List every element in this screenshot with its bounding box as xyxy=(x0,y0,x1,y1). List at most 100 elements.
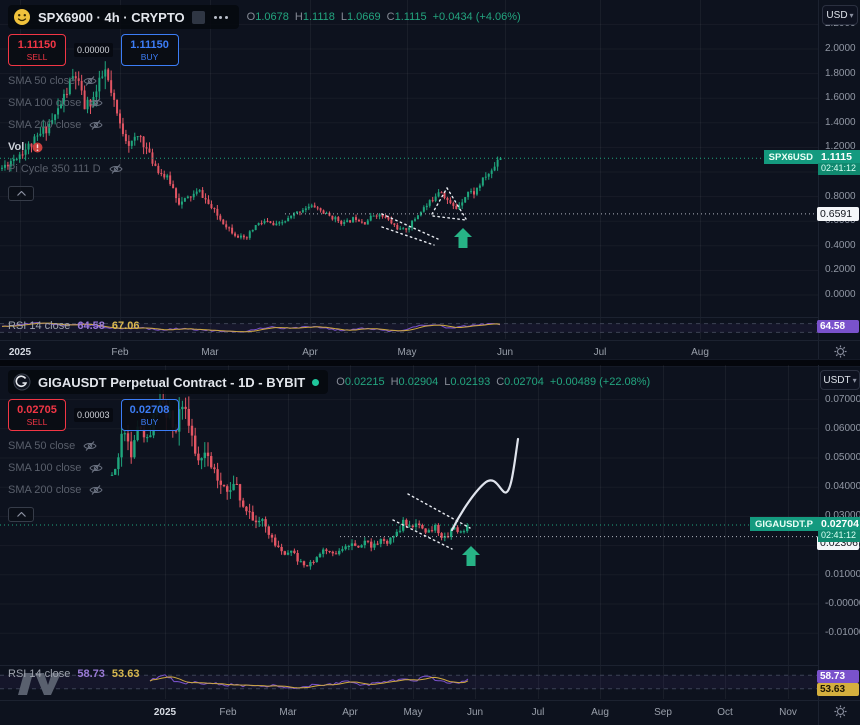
drawing-annotations xyxy=(392,437,520,566)
indicator-label: SMA 50 close xyxy=(8,440,76,452)
price-tick-label: 0.4000 xyxy=(825,239,856,251)
month-label: May xyxy=(403,707,423,718)
eye-off-icon[interactable] xyxy=(89,119,103,131)
month-label: Mar xyxy=(279,707,297,718)
indicator-label: SMA 100 close xyxy=(8,97,82,109)
up-arrow-marker xyxy=(454,228,472,248)
sell-button[interactable]: 1.11150 SELL xyxy=(8,34,66,66)
tradingview-logo xyxy=(18,673,61,695)
rsi-ma-value: 53.63 xyxy=(111,668,140,680)
indicator-row[interactable]: SMA 200 close xyxy=(8,114,521,136)
month-label: Feb xyxy=(219,707,237,718)
symbol-pill[interactable]: GIGAUSDT Perpetual Contract - 1D - BYBIT xyxy=(8,370,329,394)
rsi-label: RSI 14 close xyxy=(8,668,71,680)
badge-symbol: GIGAUSDT.P xyxy=(749,517,818,532)
panel-divider[interactable] xyxy=(0,359,860,367)
change-readout: +0.0434 (+4.06%) xyxy=(432,11,521,23)
indicator-row[interactable]: SMA 100 close xyxy=(8,92,521,114)
time-axis-settings-icon[interactable] xyxy=(834,345,847,358)
price-tick-label: 0.2000 xyxy=(825,264,856,276)
month-label: Jun xyxy=(466,707,484,718)
eye-off-icon[interactable] xyxy=(108,163,123,175)
month-label: 2025 xyxy=(8,347,32,358)
rsi-axis-badge: 64.58 xyxy=(817,320,859,333)
spread-value: 0.00000 xyxy=(74,43,113,57)
indicator-label: SMA 50 close xyxy=(8,75,76,87)
month-label: Jun xyxy=(496,347,514,358)
price-axis[interactable]: USD▾ 2.20002.00001.80001.60001.40001.200… xyxy=(818,0,860,359)
month-label: Feb xyxy=(111,347,129,358)
month-label: Nov xyxy=(779,707,797,718)
rsi-value: 58.73 xyxy=(77,668,105,680)
rsi-legend[interactable]: RSI 14 close 58.73 53.63 xyxy=(8,668,139,680)
month-label: Aug xyxy=(591,707,609,718)
currency-toggle-button[interactable]: USD ▾ xyxy=(822,5,858,25)
month-label: Oct xyxy=(717,707,733,718)
eye-off-icon[interactable] xyxy=(83,440,97,452)
indicator-label: SMA 100 close xyxy=(8,462,82,474)
time-axis[interactable]: 2025 Feb Mar Apr May Jun Jul Aug Sep Oct Nov xyxy=(0,700,860,725)
month-label: Sep xyxy=(654,707,672,718)
alert-icon[interactable] xyxy=(32,142,43,153)
month-label: Apr xyxy=(302,347,318,358)
symbol-pill[interactable]: SPX6900 · 4h · CRYPTO xyxy=(8,5,239,29)
symbol-title[interactable]: SPX6900 · 4h · CRYPTO xyxy=(38,9,185,25)
eye-off-icon[interactable] xyxy=(89,484,103,496)
rsi-ma-axis-badge: 53.63 xyxy=(817,683,859,696)
price-tick-label: 0.07000 xyxy=(825,393,860,405)
time-axis[interactable]: 2025 Feb Mar Apr May Jun Jul Aug xyxy=(0,340,860,359)
indicator-row[interactable]: Pi Cycle 350 111 D xyxy=(8,158,521,180)
eye-off-icon[interactable] xyxy=(89,97,103,109)
month-label: Mar xyxy=(201,347,219,358)
price-tick-label: 0.01000 xyxy=(825,568,860,580)
price-tick-label: 0.06000 xyxy=(825,422,860,434)
indicator-row[interactable]: SMA 50 close xyxy=(8,70,521,92)
indicator-row[interactable]: SMA 50 close xyxy=(8,435,650,457)
eye-off-icon[interactable] xyxy=(83,75,97,87)
chevron-down-icon: ▾ xyxy=(849,10,854,20)
rsi-legend[interactable]: RSI 14 close 64.58 67.06 xyxy=(8,320,139,332)
price-tick-label: 0.04000 xyxy=(825,481,860,493)
indicator-row[interactable]: SMA 200 close xyxy=(8,479,650,501)
currency-toggle-button[interactable]: USDT ▾ xyxy=(820,370,860,390)
buy-button[interactable]: 1.11150 BUY xyxy=(120,34,179,66)
price-tick-label: 1.6000 xyxy=(825,92,856,104)
badge-price: 1.1115 xyxy=(818,150,860,164)
month-label: 2025 xyxy=(153,707,177,718)
indicator-label: Pi Cycle 350 111 D xyxy=(8,163,101,175)
chevron-up-icon xyxy=(16,191,26,196)
collapse-legend-button[interactable] xyxy=(8,186,34,201)
chevron-up-icon xyxy=(16,512,26,517)
last-price-badge: GIGAUSDT.P 0.02704 02:41:12 xyxy=(749,517,860,543)
indicator-row[interactable]: SMA 100 close xyxy=(8,457,650,479)
indicator-row[interactable]: Vol xyxy=(8,136,521,158)
price-chart-canvas[interactable] xyxy=(0,365,818,700)
price-tick-label: 2.0000 xyxy=(825,43,856,54)
drawing-annotations xyxy=(381,187,472,248)
collapse-legend-button[interactable] xyxy=(8,507,34,522)
ohlc-readout: O1.0678 H1.1118 L1.0669 C1.1115 +0.0434 … xyxy=(246,11,521,23)
buy-button[interactable]: 0.02708 BUY xyxy=(120,399,179,431)
eye-off-icon[interactable] xyxy=(89,462,103,474)
up-arrow-marker xyxy=(462,546,480,566)
chevron-down-icon: ▾ xyxy=(852,375,857,385)
symbol-title[interactable]: GIGAUSDT Perpetual Contract - 1D - BYBIT xyxy=(38,374,306,390)
last-price-badge: SPX6USD 1.1115 02:41:12 xyxy=(763,150,860,176)
legend-action-icon[interactable] xyxy=(191,10,205,24)
rsi-label: RSI 14 close xyxy=(8,320,71,332)
month-label: Jul xyxy=(593,347,607,358)
sell-button[interactable]: 0.02705 SELL xyxy=(8,399,66,431)
rsi-ma-value: 67.06 xyxy=(111,320,140,332)
currency-label: USDT xyxy=(823,374,851,386)
price-tick-label: 1.4000 xyxy=(825,116,856,128)
more-menu-icon[interactable] xyxy=(212,14,230,21)
price-chart-canvas[interactable] xyxy=(0,0,818,340)
price-tick-label: 0.05000 xyxy=(825,452,860,463)
market-status-dot xyxy=(312,378,320,386)
rsi-axis-badge: 58.73 xyxy=(817,670,859,683)
time-axis-settings-icon[interactable] xyxy=(834,705,847,718)
month-label: Apr xyxy=(342,707,358,718)
month-label: May xyxy=(397,347,417,358)
rsi-value: 64.58 xyxy=(77,320,105,332)
